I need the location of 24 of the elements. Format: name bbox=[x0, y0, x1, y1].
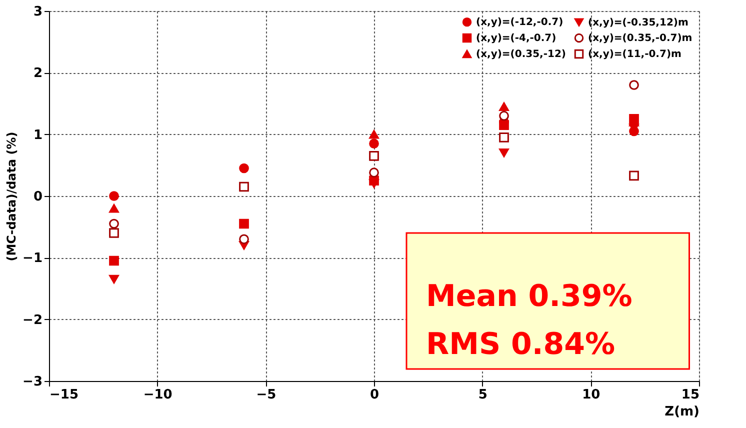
x-tick-label: −10 bbox=[143, 388, 172, 402]
annotation: RMS 0.84% bbox=[426, 327, 616, 362]
y-tick-label: 0 bbox=[33, 190, 42, 204]
y-tick-label: −3 bbox=[22, 374, 42, 390]
legend-label: (x,y)=(11,-0.7)m bbox=[588, 49, 682, 60]
y-tick-label: 3 bbox=[33, 4, 42, 20]
x-tick-label: 10 bbox=[582, 388, 600, 402]
x-tick-label: 0 bbox=[370, 388, 380, 402]
legend-label: (x,y)=(0.35,-0.7)m bbox=[588, 33, 692, 44]
x-tick-label: 15 bbox=[681, 388, 700, 402]
y-tick-label: −1 bbox=[22, 251, 42, 266]
x-tick-label: −15 bbox=[50, 388, 78, 402]
legend-label: (x,y)=(-12,-0.7) bbox=[476, 17, 564, 28]
y-axis-title: (MC-data)/data (%) bbox=[4, 132, 19, 262]
legend-label: (x,y)=(0.35,-12) bbox=[476, 49, 566, 60]
legend-label: (x,y)=(-4,-0.7) bbox=[476, 33, 556, 44]
x-axis-title: Z(m) bbox=[664, 404, 700, 420]
y-tick-label: 2 bbox=[33, 66, 42, 82]
y-tick-label: −2 bbox=[22, 312, 42, 328]
x-tick-label: 5 bbox=[478, 388, 488, 402]
x-tick-label: −5 bbox=[256, 388, 276, 402]
annotation: Mean 0.39% bbox=[426, 279, 632, 314]
y-tick-label: 1 bbox=[33, 128, 42, 143]
legend-label: (x,y)=(-0.35,12)m bbox=[588, 17, 688, 28]
